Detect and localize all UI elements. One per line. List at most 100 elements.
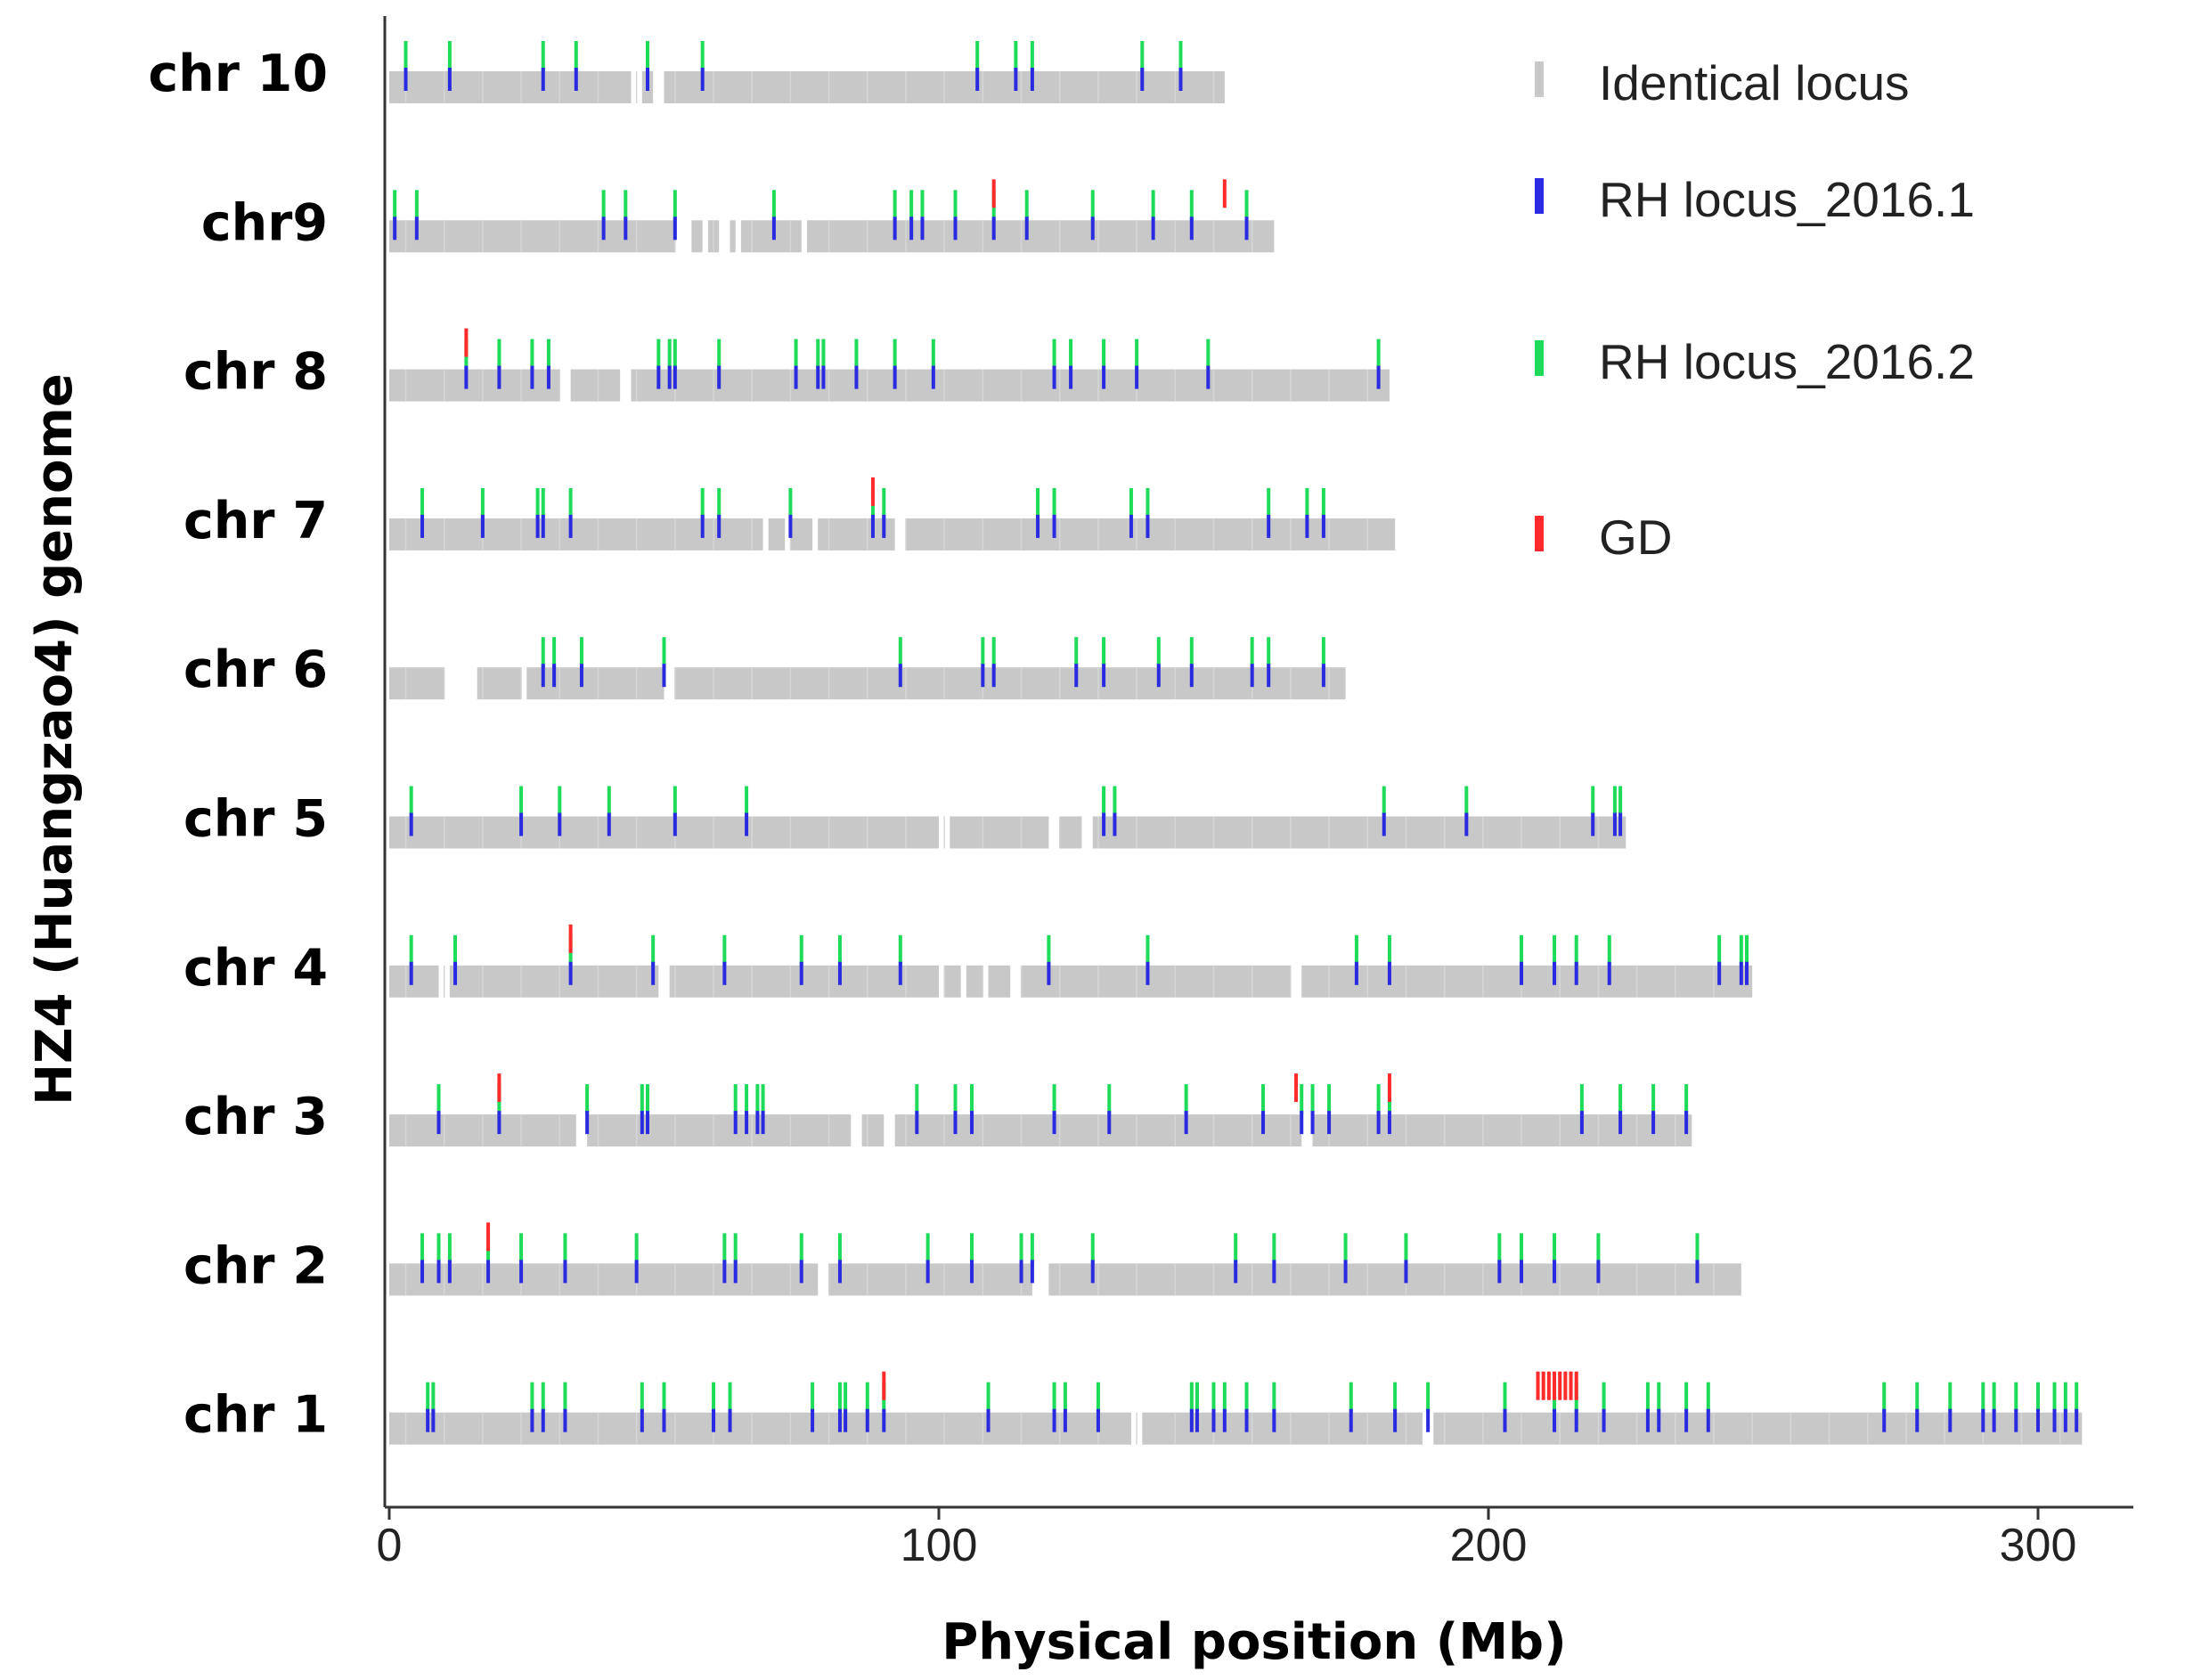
identical-locus-segment [389, 518, 763, 550]
rh2-legend-swatch [1535, 340, 1544, 376]
rh-locus-2016-1-mark [816, 365, 820, 389]
rh-locus-2016-1-mark [1052, 514, 1056, 538]
rh-locus-2016-2-mark [601, 190, 606, 221]
rh-locus-2016-2-mark [1717, 934, 1722, 966]
rh-locus-2016-1-mark [745, 1111, 749, 1135]
rh-locus-2016-1-mark [1090, 216, 1095, 241]
rh-locus-2016-1-mark [1189, 664, 1194, 688]
rh-locus-2016-2-mark [558, 786, 562, 817]
identical-locus-segment [449, 965, 659, 998]
rh-locus-2016-2-mark [1520, 934, 1524, 966]
rh-locus-2016-1-mark [673, 365, 677, 389]
rh-locus-2016-2-mark [1426, 1382, 1431, 1413]
gd-mark [1546, 1371, 1551, 1400]
identical-locus-segment [1021, 965, 1291, 998]
rh-locus-2016-2-mark [420, 1233, 425, 1264]
rh-locus-2016-1-mark [1618, 1111, 1623, 1135]
rh-locus-2016-1-mark [1464, 812, 1469, 836]
rh-locus-2016-2-mark [1211, 1382, 1216, 1413]
rh-locus-2016-2-mark [436, 1233, 441, 1264]
rh-locus-2016-1-mark [1250, 664, 1254, 688]
rh-locus-2016-2-mark [436, 1084, 441, 1115]
rh-locus-2016-1-mark [717, 365, 722, 389]
rh-locus-2016-1-mark [1030, 1260, 1034, 1284]
rh-locus-2016-2-mark [1618, 1084, 1623, 1115]
rh-locus-2016-2-mark [393, 190, 397, 221]
chromosome-chr1: chr 1 [183, 1371, 2083, 1445]
chromosome-label: chr 6 [183, 640, 328, 699]
rh-locus-2016-1-mark [541, 514, 545, 538]
rh-locus-2016-2-mark [728, 1382, 732, 1413]
gd-mark [1387, 1073, 1391, 1103]
chromosome-label: chr 7 [183, 492, 328, 550]
rh-locus-2016-2-mark [1145, 487, 1150, 518]
rh-locus-2016-1-mark [563, 1408, 567, 1432]
rh-locus-2016-1-mark [624, 216, 628, 241]
rh-locus-2016-2-mark [712, 1382, 716, 1413]
rh-locus-2016-2-mark [1553, 934, 1557, 966]
rh-locus-2016-1-mark [1014, 68, 1018, 91]
rh-locus-2016-2-mark [667, 338, 672, 370]
rh-locus-2016-2-mark [420, 487, 425, 518]
rh1-legend-label: RH locus_2016.1 [1599, 172, 1975, 227]
rh-locus-2016-2-mark [837, 1233, 842, 1264]
rh-locus-2016-1-mark [420, 514, 425, 538]
identical-locus-segment [389, 71, 632, 103]
rh-locus-2016-1-mark [1178, 68, 1183, 91]
rh-locus-2016-2-mark [1151, 190, 1155, 221]
rh-locus-2016-2-mark [717, 338, 722, 370]
rh-locus-2016-1-mark [1090, 1260, 1095, 1284]
rh-locus-2016-2-mark [1189, 637, 1194, 668]
rh-locus-2016-2-mark [563, 1233, 567, 1264]
gd-mark [486, 1222, 491, 1252]
rh-locus-2016-2-mark [925, 1233, 930, 1264]
rh-locus-2016-1-mark [870, 514, 875, 538]
rh-locus-2016-2-mark [1052, 338, 1056, 370]
rh-locus-2016-2-mark [816, 338, 820, 370]
rh-locus-2016-2-mark [986, 1382, 991, 1413]
rh-locus-2016-1-mark [568, 961, 573, 985]
chromosome-label: chr 2 [183, 1236, 328, 1295]
rh-locus-2016-2-mark [1321, 487, 1325, 518]
rh-locus-2016-1-mark [651, 961, 656, 985]
rh-locus-2016-1-mark [1393, 1408, 1398, 1432]
rh-locus-2016-1-mark [953, 216, 958, 241]
rh-locus-2016-2-mark [1014, 41, 1018, 71]
x-axis: 0 100 200 300 [377, 16, 2133, 1571]
gd-mark [870, 477, 875, 506]
gd-mark [1574, 1371, 1578, 1400]
rh-locus-2016-2-mark [1981, 1382, 1985, 1413]
rh-locus-2016-2-mark [1376, 1084, 1381, 1115]
rh-locus-2016-1-mark [1739, 961, 1743, 985]
gd-mark [464, 328, 469, 357]
rh-locus-2016-2-mark [970, 1084, 974, 1115]
rh-locus-2016-2-mark [1354, 934, 1358, 966]
rh-locus-2016-1-mark [882, 1408, 886, 1432]
rh-locus-2016-2-mark [1393, 1382, 1398, 1413]
rh-locus-2016-2-mark [1206, 338, 1211, 370]
rh-locus-2016-1-mark [712, 1408, 716, 1432]
rh-locus-2016-1-mark [1376, 1111, 1381, 1135]
rh-locus-2016-1-mark [909, 216, 914, 241]
rh-locus-2016-2-mark [1272, 1382, 1276, 1413]
rh-locus-2016-1-mark [837, 961, 842, 985]
rh-locus-2016-1-mark [1267, 514, 1271, 538]
rh-locus-2016-1-mark [1052, 1408, 1056, 1432]
rh-locus-2016-1-mark [986, 1408, 991, 1432]
rh-locus-2016-1-mark [1948, 1408, 1953, 1432]
rh-locus-2016-2-mark [1189, 190, 1194, 221]
rh-locus-2016-1-mark [865, 1408, 869, 1432]
rh-locus-2016-2-mark [541, 487, 545, 518]
rh-locus-2016-1-mark [1349, 1408, 1353, 1432]
identical-locus-segment [768, 518, 786, 550]
rh-locus-2016-2-mark [1915, 1382, 1920, 1413]
rh-locus-2016-2-mark [1739, 934, 1743, 966]
rh-locus-2016-2-mark [1107, 1084, 1112, 1115]
rh-locus-2016-1-mark [925, 1260, 930, 1284]
rh-locus-2016-2-mark [447, 1233, 452, 1264]
rh2-legend-label: RH locus_2016.2 [1599, 334, 1975, 389]
rh-locus-2016-1-mark [1096, 1408, 1100, 1432]
rh-locus-2016-2-mark [1156, 637, 1161, 668]
rh-locus-2016-1-mark [1074, 664, 1079, 688]
identical-locus-segment [389, 816, 939, 849]
